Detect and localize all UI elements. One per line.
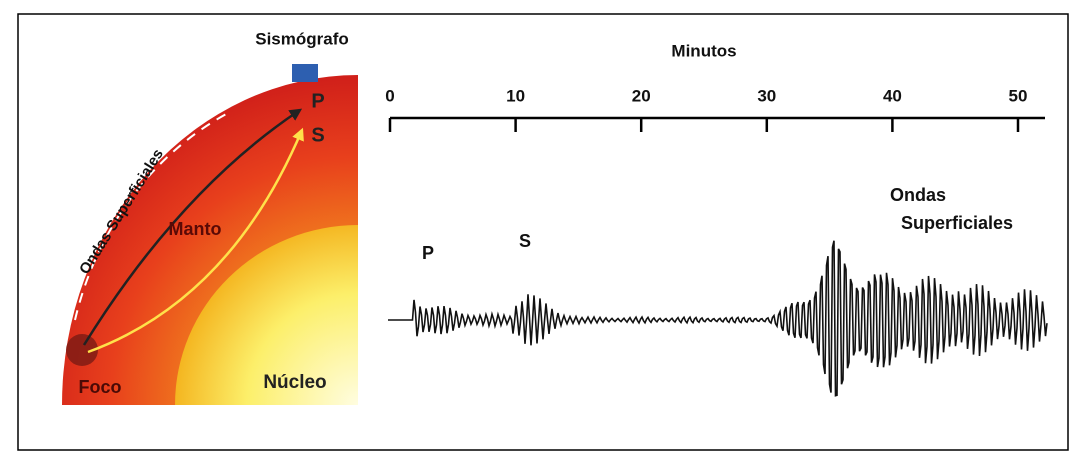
p-label: P xyxy=(311,90,324,112)
s-label: S xyxy=(311,124,324,146)
tick-label: 50 xyxy=(1009,86,1028,105)
p-arrival-label: P xyxy=(422,243,434,263)
core-label: Núcleo xyxy=(263,372,326,393)
surface-waves-title: Ondas xyxy=(890,185,946,205)
axis-title: Minutos xyxy=(671,41,736,60)
tick-label: 30 xyxy=(757,86,776,105)
tick-label: 20 xyxy=(632,86,651,105)
s-arrival-label: S xyxy=(519,231,531,251)
s-ray xyxy=(87,127,304,354)
tick-label: 0 xyxy=(385,86,394,105)
frame xyxy=(17,13,1069,451)
focus xyxy=(66,334,98,366)
surface-waves-title: Superficiales xyxy=(901,213,1013,233)
mantle-label: Manto xyxy=(169,219,222,239)
surface-wave-arrows xyxy=(74,111,231,321)
seismograph xyxy=(292,64,318,82)
p-ray xyxy=(82,108,303,346)
seismogram-trace xyxy=(388,240,1048,397)
seismograph-label: Sismógrafo xyxy=(255,29,349,48)
tick-label: 10 xyxy=(506,86,525,105)
focus-label: Foco xyxy=(79,377,122,397)
core xyxy=(175,225,358,405)
tick-label: 40 xyxy=(883,86,902,105)
